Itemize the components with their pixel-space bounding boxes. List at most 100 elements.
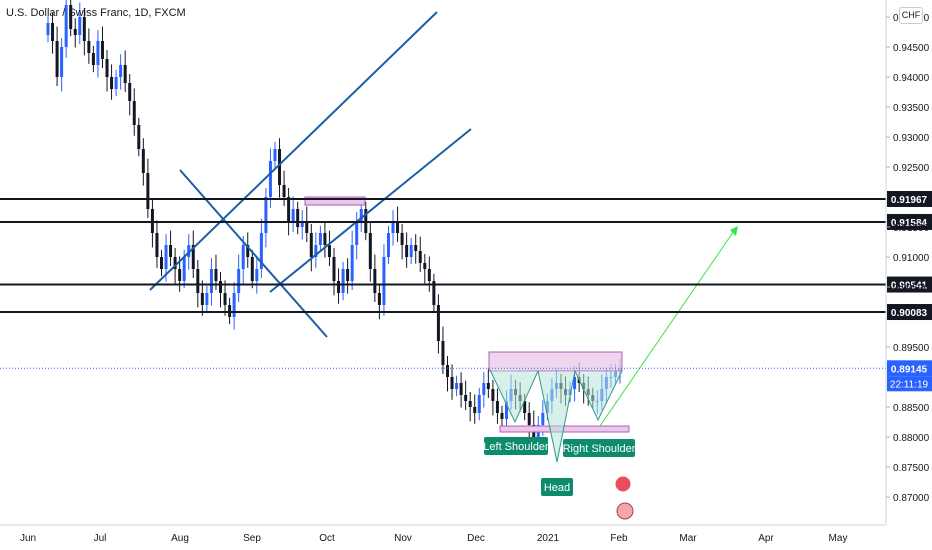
falling-channel-line[interactable] [179,169,328,338]
candle-body [323,233,327,245]
candle-body [209,269,213,293]
candle-body [255,269,259,281]
candle-body [337,281,341,293]
candle-body [414,245,418,251]
level-price-tag [887,304,932,321]
candle-body [178,269,182,281]
left-shoulder-label: Left Shoulder [483,441,549,453]
candle-body [355,221,359,245]
candle-body [350,245,354,281]
time-axis[interactable]: Jun Jul Aug Sep Oct Nov Dec 2021 Feb Mar Apr May [0,524,886,544]
candle-body [78,17,82,35]
candle-body [200,293,204,305]
candle-body [527,413,531,425]
channel-lower-line[interactable] [269,128,472,293]
candle-body [73,29,77,35]
price-axis[interactable]: 0.950000.945000.940000.935000.930000.925… [885,0,932,525]
symbol-title[interactable]: U.S. Dollar / Swiss Franc, 1D, FXCM [6,7,186,19]
candle-body [445,365,449,377]
price-tick-label: 0.87000 [893,493,930,504]
candle-body [205,293,209,305]
current-price-tag [887,360,932,377]
candle-body [450,377,454,389]
level-price-tag [887,213,932,230]
candle-body [482,383,486,395]
candle-body [214,269,218,281]
candle-body [541,413,545,425]
head-label: Head [544,482,570,494]
head-label-bg [541,478,573,496]
candle-body [464,395,468,401]
countdown-label: 22:11:19 [890,379,929,390]
candle-body [223,293,227,305]
price-tick-label: 0.88500 [893,403,930,414]
time-axis-label: May [829,533,848,544]
target-arrow-line[interactable] [599,227,737,427]
candle-body [486,383,490,389]
candle-body [228,305,232,317]
candle-body [187,245,191,257]
candle-body [505,401,509,419]
candle-body [128,83,132,101]
candle-body [341,269,345,293]
candle-body [373,269,377,293]
price-tick-label: 0.87500 [893,463,930,474]
economic-event-icon[interactable] [614,475,632,493]
currency-badge[interactable]: CHF [899,7,923,24]
candle-body [305,221,309,233]
candle-body [314,245,318,257]
candle-body [69,5,73,29]
candle-body [318,233,322,245]
time-axis-label: Oct [319,533,335,544]
candle-body [500,413,504,419]
candle-body [96,41,100,65]
left-shoulder-outline[interactable] [489,369,539,424]
flag-event-icon[interactable] [616,502,634,520]
price-tick-label: 0.89500 [893,343,930,354]
head-outline[interactable] [537,370,576,463]
candle-body [573,377,577,389]
candle-body [64,5,68,47]
candle-body [250,257,254,281]
candle-body [278,149,282,185]
left-shoulder-label-bg [484,437,548,455]
candle-body [309,233,313,257]
target-arrowhead [730,226,738,236]
time-axis-label: Sep [243,533,261,544]
candle-body [169,245,173,257]
candle-body [82,17,86,41]
candle-body [441,341,445,365]
candle-body [495,401,499,413]
price-levels: 0.91967 0.91584 0.90541 0.90083 [0,190,932,321]
level-price-tag [887,190,932,207]
candle-body [468,401,472,407]
right-shoulder-outline[interactable] [574,370,623,422]
support-zone[interactable] [499,425,630,433]
candle-body [100,41,104,59]
candle-body [332,257,336,281]
candle-body [396,221,400,233]
candle-body [46,23,50,35]
candle-body [405,245,409,257]
candle-body [282,185,286,197]
candle-body [146,173,150,209]
candle-body [346,269,350,281]
candle-body [473,407,477,413]
candle-body [359,209,363,221]
candle-body [287,197,291,221]
candle-body [137,125,141,149]
candle-body [105,59,109,77]
event-icons[interactable] [614,475,634,520]
time-axis-label: Nov [394,533,412,544]
right-shoulder-label: Right Shoulder [563,443,636,455]
channel-upper-line[interactable] [149,11,438,291]
candle-body [132,101,136,125]
candle-body [60,47,64,77]
candle-body [123,65,127,83]
price-tick-label: 0.92500 [893,163,930,174]
candle-body [159,257,163,269]
candles [46,0,622,452]
candle-body [291,209,295,221]
countdown-tag [887,376,932,392]
